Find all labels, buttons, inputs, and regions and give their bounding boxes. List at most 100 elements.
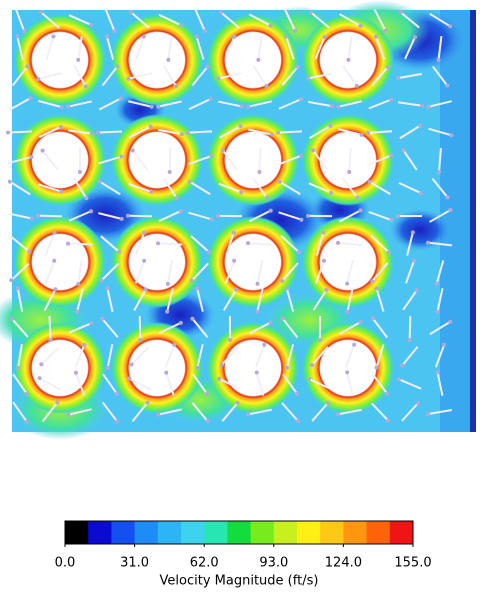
velocity-arrow-head — [257, 170, 261, 174]
velocity-arrow-head — [446, 195, 450, 199]
velocity-arrow-head — [256, 58, 260, 62]
velocity-arrow-head — [120, 217, 124, 221]
cylinder-wake — [111, 14, 203, 106]
velocity-arrow-head — [306, 214, 310, 218]
velocity-arrow-head — [389, 218, 393, 222]
velocity-arrow-head — [89, 209, 93, 213]
cylinder-wake — [207, 114, 299, 206]
velocity-arrow-head — [142, 35, 146, 39]
colorbar-tick-label: 124.0 — [325, 556, 362, 571]
colorbar-band — [390, 521, 414, 544]
velocity-arrow-head — [209, 154, 213, 158]
velocity-arrow-head — [179, 23, 183, 27]
velocity-arrow-head — [119, 96, 123, 100]
velocity-arrow-head — [397, 377, 401, 381]
velocity-arrow — [278, 131, 302, 132]
velocity-arrow-head — [359, 208, 363, 212]
velocity-arrow-head — [295, 392, 299, 396]
velocity-arrow — [140, 316, 141, 340]
velocity-arrow-head — [420, 104, 424, 108]
velocity-arrow-head — [324, 288, 328, 292]
velocity-arrow-head — [437, 58, 441, 62]
colorbar-band — [274, 521, 298, 544]
velocity-arrow-head — [234, 288, 238, 292]
velocity-arrow-head — [329, 191, 333, 195]
velocity-arrow-head — [30, 216, 34, 220]
velocity-arrow-head — [401, 148, 405, 152]
velocity-arrow-head — [285, 366, 289, 370]
velocity-arrow-head — [188, 180, 192, 184]
velocity-arrow-head — [310, 363, 314, 367]
velocity-arrow — [68, 244, 92, 245]
velocity-arrow-head — [221, 148, 225, 152]
velocity-arrow-head — [246, 241, 250, 245]
velocity-arrow-head — [318, 338, 322, 342]
velocity-arrow-head — [265, 196, 269, 200]
velocity-arrow-head — [419, 191, 423, 195]
velocity-arrow — [158, 243, 182, 244]
velocity-arrow-head — [276, 131, 280, 135]
velocity-arrow — [38, 216, 62, 217]
velocity-arrow-head — [299, 154, 303, 158]
velocity-arrow-head — [82, 343, 86, 347]
velocity-arrow-head — [127, 376, 131, 380]
velocity-arrow-head — [89, 23, 93, 27]
velocity-arrow-head — [203, 29, 207, 33]
cylinder-wake — [111, 114, 203, 206]
velocity-arrow-head — [368, 180, 372, 184]
velocity-arrow-head — [285, 286, 289, 290]
velocity-arrow-head — [426, 241, 430, 245]
velocity-arrow-head — [228, 338, 232, 342]
velocity-arrow-head — [144, 287, 148, 291]
velocity-arrow-head — [358, 320, 362, 324]
velocity-arrow-head — [30, 155, 34, 159]
velocity-arrow-head — [105, 34, 109, 38]
velocity-arrow-head — [435, 282, 439, 286]
velocity-arrow-head — [416, 401, 420, 405]
velocity-arrow-head — [311, 148, 315, 152]
velocity-arrow-head — [374, 35, 378, 39]
velocity-arrow-head — [413, 35, 417, 39]
velocity-arrow — [188, 131, 212, 132]
velocity-arrow-head — [278, 180, 282, 184]
velocity-arrow-head — [52, 259, 56, 263]
colorbar-tick-label: 93.0 — [259, 556, 288, 571]
colorbar-band — [65, 521, 89, 544]
colorbar-band — [367, 521, 391, 544]
velocity-arrow-head — [38, 376, 42, 380]
velocity-arrow-head — [375, 287, 379, 291]
velocity-arrow-head — [297, 250, 301, 254]
velocity-arrow-head — [299, 218, 303, 222]
colorbar-band — [111, 521, 135, 544]
field-wall — [470, 10, 476, 432]
velocity-arrow-head — [49, 338, 53, 342]
velocity-arrow-head — [355, 84, 359, 88]
velocity-arrow-head — [386, 419, 390, 423]
colorbar-band — [204, 521, 228, 544]
velocity-arrow-head — [219, 10, 223, 14]
cylinder-wake — [302, 322, 394, 414]
velocity-arrow-head — [119, 155, 123, 159]
velocity-arrow — [410, 316, 411, 340]
velocity-arrow-head — [370, 279, 374, 283]
velocity-arrow-head — [306, 76, 310, 80]
velocity-arrow-head — [415, 288, 419, 292]
velocity-arrow-head — [22, 29, 26, 33]
velocity-arrow-head — [269, 209, 273, 213]
velocity-arrow-head — [450, 133, 454, 137]
velocity-arrow-head — [336, 105, 340, 109]
velocity-arrow-head — [400, 363, 404, 367]
colorbar-band — [227, 521, 251, 544]
velocity-arrow-head — [36, 214, 40, 218]
velocity-arrow-head — [55, 401, 59, 405]
velocity-arrow-head — [27, 250, 31, 254]
velocity-arrow-head — [98, 180, 102, 184]
velocity-arrow-head — [51, 34, 55, 38]
velocity-arrow-head — [76, 58, 80, 62]
velocity-arrow-head — [336, 412, 340, 416]
cylinder-wake — [14, 14, 106, 106]
velocity-arrow-head — [239, 124, 243, 128]
velocity-arrow-head — [149, 125, 153, 129]
cylinder-wake — [111, 322, 203, 414]
velocity-arrow-head — [255, 370, 259, 374]
